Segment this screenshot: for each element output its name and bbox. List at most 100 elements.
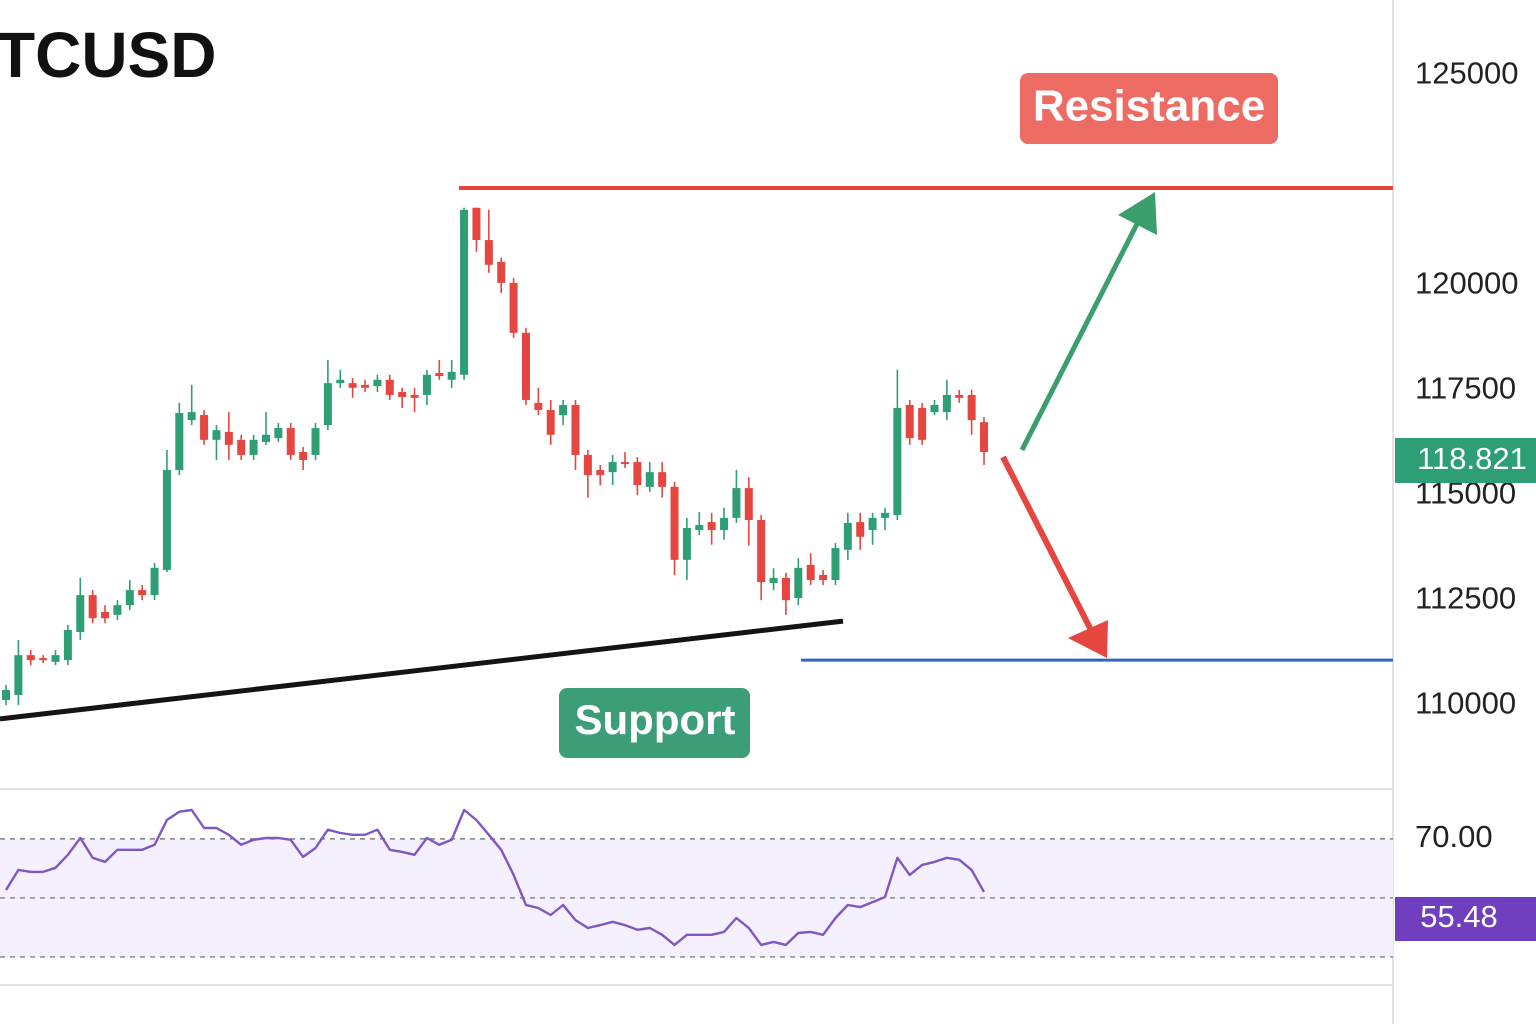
price-label: 118.821 [1417, 441, 1527, 476]
candle-body [125, 590, 134, 606]
candle-body [261, 434, 270, 442]
candle-body [571, 404, 580, 455]
y-tick-label: 112500 [1415, 580, 1516, 615]
candle-body [200, 415, 209, 440]
candle-body [187, 412, 196, 421]
candle-body [323, 383, 332, 426]
arrow-shaft [1000, 455, 1095, 634]
candle-body [534, 402, 543, 411]
candle-body [76, 595, 85, 633]
candle-body [868, 517, 877, 531]
candle-body [583, 454, 592, 476]
candle-body [695, 525, 704, 531]
candle-body [596, 470, 605, 476]
candle-body [348, 383, 357, 388]
candle-body [645, 472, 654, 487]
candle-body [26, 655, 35, 661]
candle-body [286, 428, 295, 455]
candle-body [460, 209, 469, 375]
bear-arrow [1000, 455, 1108, 658]
support-badge [559, 688, 750, 758]
candle-body [385, 379, 394, 395]
candle-body [707, 522, 716, 531]
candle-body [806, 564, 815, 580]
plot [0, 186, 1393, 958]
y-tick-label: 70.00 [1415, 819, 1493, 854]
candle-body [608, 462, 617, 473]
candle-body [980, 422, 989, 452]
candle-body [51, 655, 60, 662]
candle-body [472, 207, 481, 241]
candle-body [101, 611, 110, 619]
candle-body [893, 407, 902, 515]
candle-body [138, 590, 147, 596]
support-label: Support [575, 696, 736, 743]
candle-body [299, 451, 308, 460]
candle-body [447, 371, 456, 380]
candle-body [175, 412, 184, 471]
chart-title: TCUSD [0, 19, 216, 91]
candle-body [843, 522, 852, 550]
candle-body [88, 595, 97, 619]
resistance-label: Resistance [1033, 82, 1265, 131]
bull-arrow [1019, 192, 1157, 452]
rsi-current-label: 55.48 [1420, 899, 1498, 934]
rsi-line [4, 808, 986, 947]
rsi-badge [1395, 897, 1536, 941]
candle-body [942, 394, 951, 413]
candle-body [311, 428, 320, 455]
candle-body [559, 404, 568, 416]
candle-body [794, 567, 803, 599]
candle-body [918, 407, 927, 440]
candle-body [435, 373, 444, 377]
candle-body [113, 605, 122, 615]
candle-body [633, 462, 642, 486]
candle-body [670, 486, 679, 560]
candle-body [781, 577, 790, 601]
candle-body [212, 430, 221, 440]
candle-body [682, 527, 691, 560]
y-tick-label: 120000 [1415, 266, 1518, 301]
candle-body [373, 379, 382, 387]
candle-body [224, 431, 233, 445]
candle-body [14, 655, 23, 695]
candle-body [521, 332, 530, 400]
price-badge [1395, 438, 1536, 483]
candle-body [274, 428, 283, 439]
y-tick-label: 110000 [1415, 685, 1516, 720]
candle-body [856, 522, 865, 537]
candle-body [39, 658, 48, 661]
candle-body [546, 410, 555, 435]
candle-body [905, 404, 914, 439]
candle-body [621, 462, 629, 465]
candle-body [720, 517, 729, 531]
candle-body [967, 394, 976, 421]
candle-body [162, 470, 171, 570]
candle-body [410, 394, 419, 398]
candle-body [819, 574, 828, 580]
candle-body [732, 488, 741, 518]
candle-body [422, 374, 431, 395]
candle-body [249, 439, 258, 455]
arrow-head [1118, 192, 1157, 235]
candle-body [63, 629, 72, 661]
candle-body [658, 472, 667, 487]
candle-body [361, 384, 370, 388]
candle-body [930, 404, 939, 413]
arrow-head [1068, 620, 1108, 658]
candle-body [237, 439, 246, 455]
candle-body [880, 512, 889, 518]
candle-body [497, 261, 506, 283]
candle-body [831, 548, 840, 580]
trendline [0, 618, 844, 722]
candle-body [150, 567, 159, 596]
candle-body [484, 240, 493, 265]
candle-body [509, 282, 518, 333]
candle-body [955, 394, 964, 398]
arrow-shaft [1019, 216, 1143, 452]
candle-body [2, 689, 10, 701]
candle-body [769, 577, 778, 583]
resistance-badge [1020, 73, 1278, 144]
y-tick-label: 117500 [1415, 370, 1516, 405]
